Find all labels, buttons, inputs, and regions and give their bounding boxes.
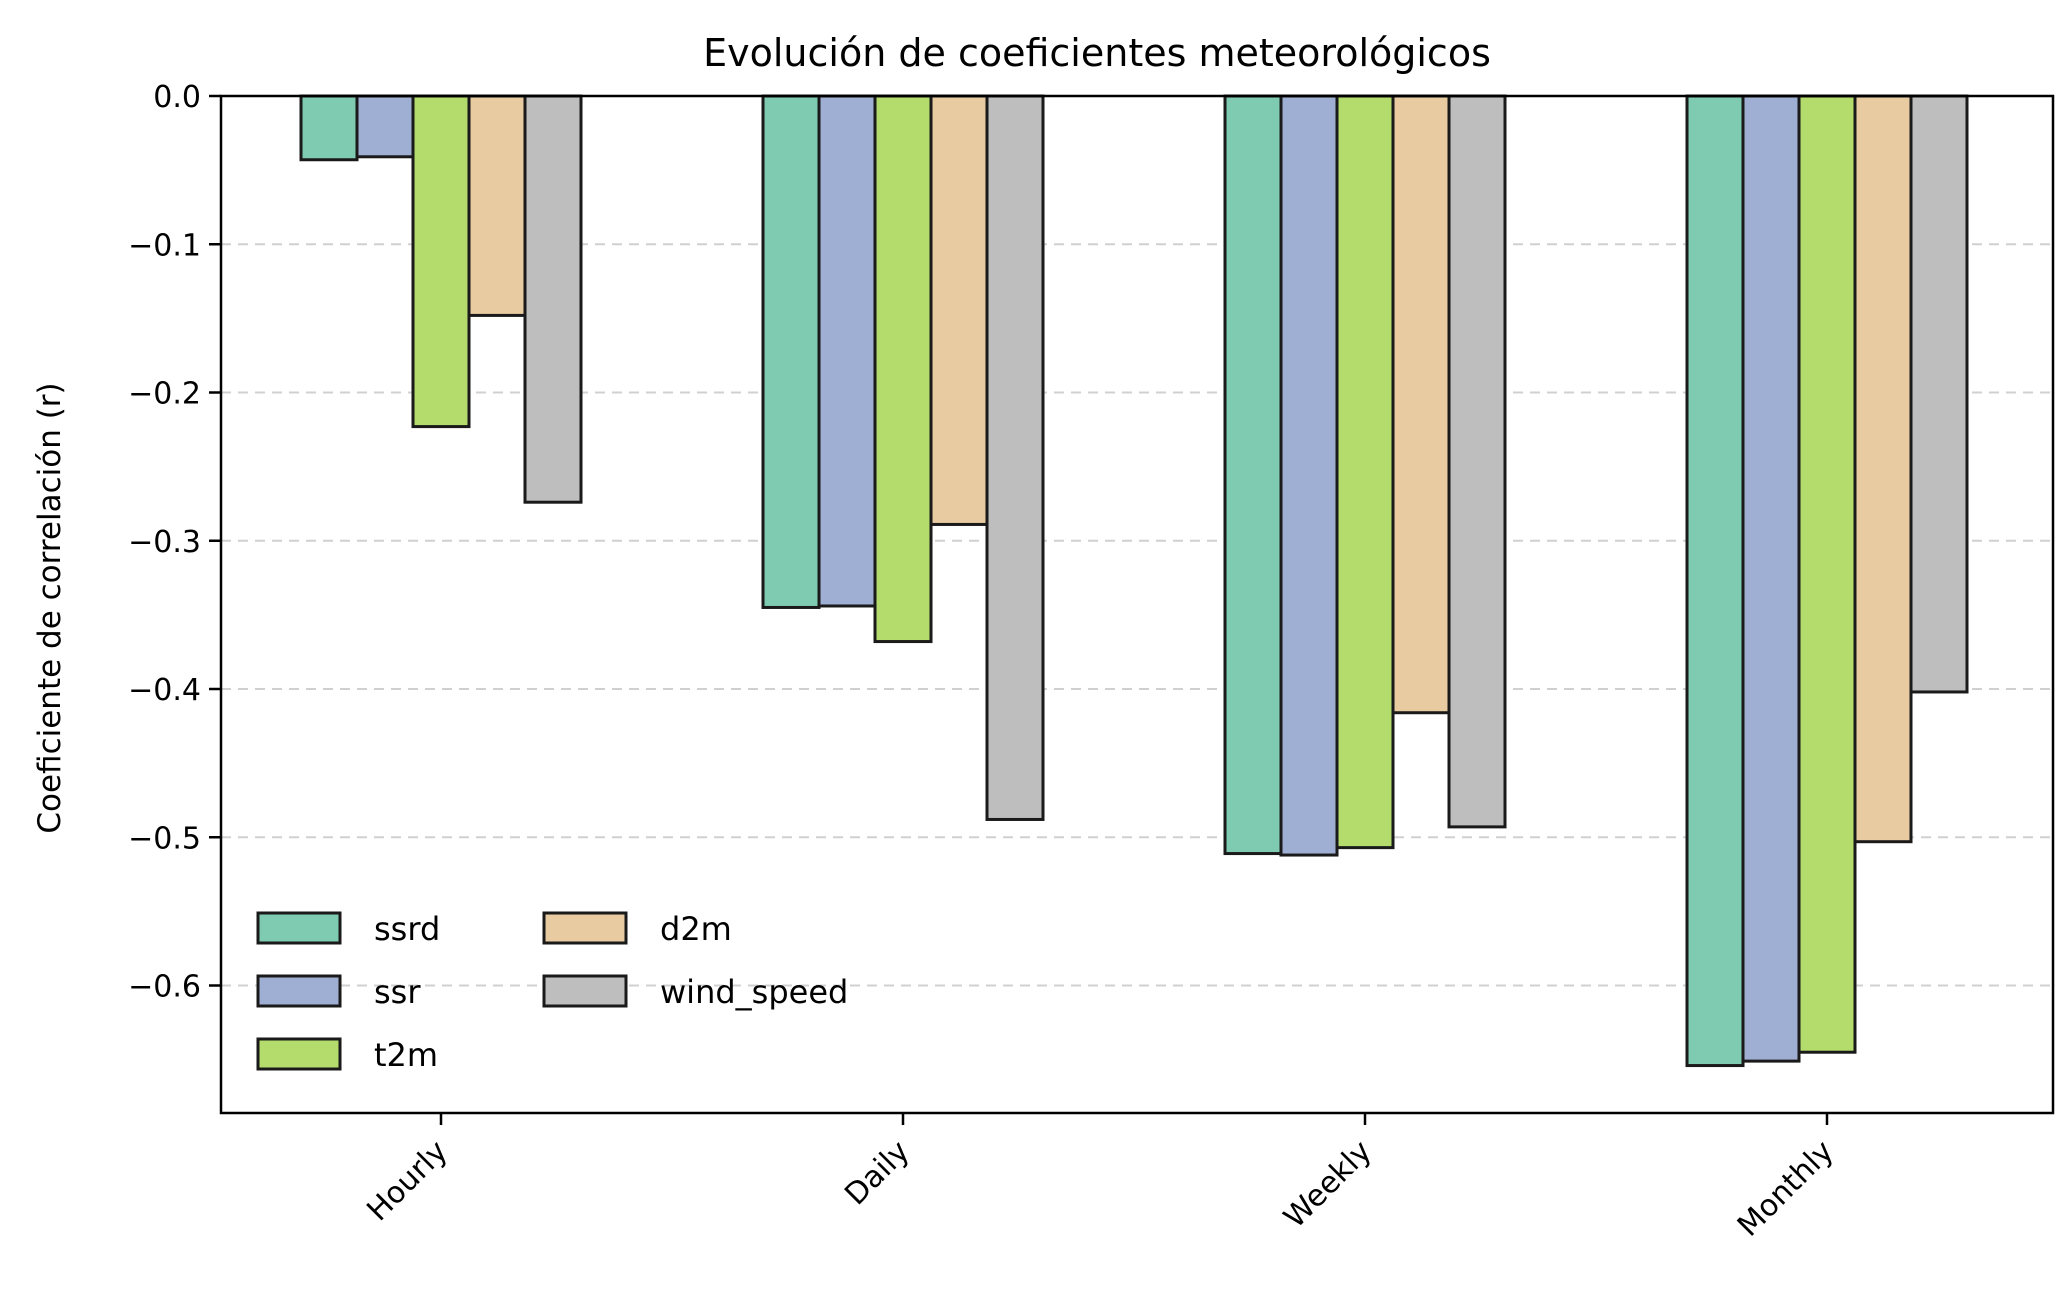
bar-ssrd-weekly <box>1223 94 1283 856</box>
y-tick-label: −0.5 <box>128 821 201 856</box>
legend-swatch-ssrd <box>256 911 342 945</box>
bar-ssr-weekly <box>1279 94 1339 857</box>
chart-title: Evolución de coeficientes meteorológicos <box>703 31 1491 75</box>
bar-d2m-hourly <box>467 94 527 317</box>
plot-frame <box>219 94 2055 1115</box>
bar-d2m-monthly <box>1853 94 1913 844</box>
legend-swatch-ssr <box>256 974 342 1008</box>
x-tick-label: Daily <box>838 1134 916 1212</box>
bar-ssrd-monthly <box>1685 94 1745 1068</box>
legend-swatch-t2m <box>256 1037 342 1071</box>
bar-ssrd-hourly <box>299 94 359 162</box>
y-axis: 0.0 −0.1 −0.2 −0.3 −0.4 −0.5 −0.6 <box>128 80 221 1005</box>
bar-ssr-daily <box>817 94 877 608</box>
bar-t2m-daily <box>873 94 933 644</box>
bar-wind_speed-weekly <box>1447 94 1507 829</box>
bar-ssr-monthly <box>1741 94 1801 1063</box>
x-tick-label: Weekly <box>1277 1134 1378 1235</box>
bar-ssr-hourly <box>355 94 415 159</box>
legend-swatch-wind_speed <box>542 974 628 1008</box>
bar-t2m-hourly <box>411 94 471 429</box>
legend-label-t2m: t2m <box>374 1036 438 1074</box>
bar-t2m-weekly <box>1335 94 1395 850</box>
bar-t2m-monthly <box>1797 94 1857 1054</box>
x-axis: Hourly Daily Weekly Monthly <box>360 1113 1841 1244</box>
bar-d2m-daily <box>929 94 989 526</box>
x-tick-label: Monthly <box>1731 1134 1841 1244</box>
y-tick-label: −0.4 <box>128 673 201 708</box>
bar-ssrd-daily <box>761 94 821 609</box>
legend-label-ssr: ssr <box>374 973 421 1011</box>
legend: ssrd ssr t2m d2m wind_speed <box>256 910 848 1074</box>
y-tick-label: −0.3 <box>128 525 201 560</box>
legend-swatch-d2m <box>542 911 628 945</box>
legend-label-ssrd: ssrd <box>374 910 440 948</box>
y-tick-label: −0.1 <box>128 228 201 263</box>
y-axis-label: Coeficiente de correlación (r) <box>32 382 68 833</box>
legend-label-wind_speed: wind_speed <box>660 973 848 1011</box>
y-tick-label: 0.0 <box>153 80 201 115</box>
bar-wind_speed-hourly <box>523 94 583 504</box>
legend-label-d2m: d2m <box>660 910 732 948</box>
y-tick-label: −0.6 <box>128 970 201 1005</box>
x-tick-label: Hourly <box>360 1134 454 1228</box>
bar-d2m-weekly <box>1391 94 1451 715</box>
y-tick-label: −0.2 <box>128 377 201 412</box>
bar-wind_speed-daily <box>985 94 1045 821</box>
bar-wind_speed-monthly <box>1909 94 1969 694</box>
